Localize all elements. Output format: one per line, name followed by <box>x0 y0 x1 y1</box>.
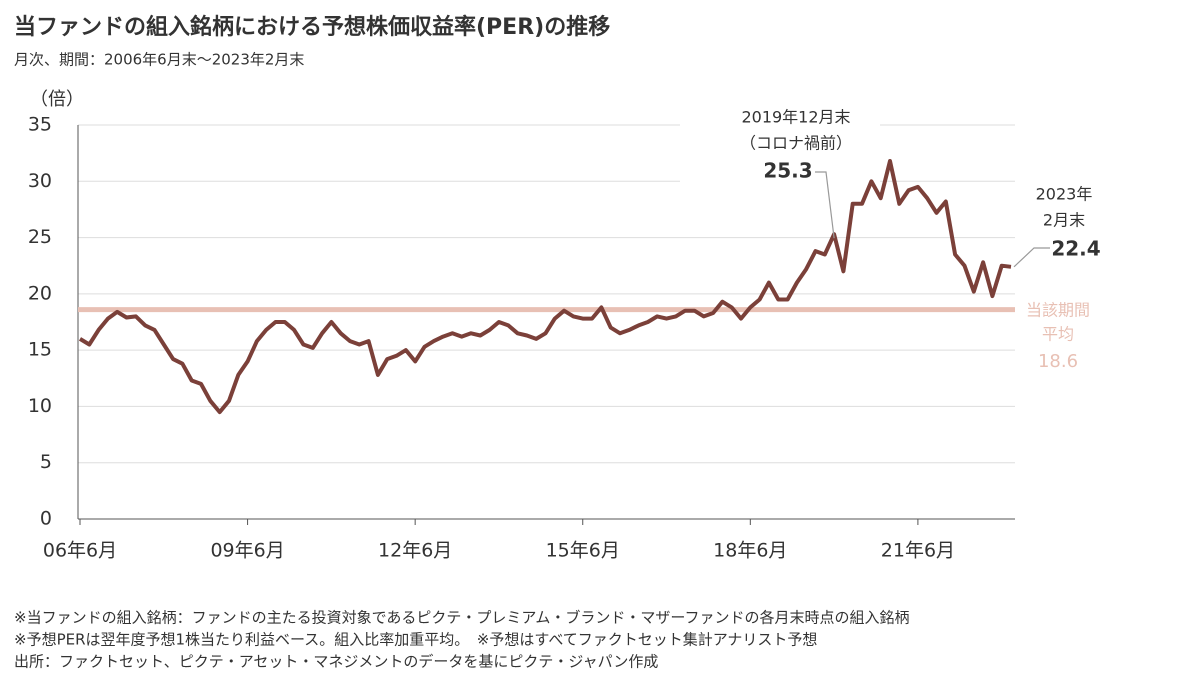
annotation-text: 2月末 <box>1043 211 1085 230</box>
average-value: 18.6 <box>1038 351 1078 372</box>
x-tick-label: 15年6月 <box>546 540 620 562</box>
y-tick-label: 35 <box>28 114 52 136</box>
y-tick-label: 25 <box>28 226 52 248</box>
chart-title: 当ファンドの組入銘柄における予想株価収益率(PER)の推移 <box>14 14 610 40</box>
chart-subtitle: 月次、期間：2006年6月末～2023年2月末 <box>14 51 304 69</box>
y-tick-label: 20 <box>28 282 52 304</box>
data-line <box>78 159 1012 415</box>
annotation-leader <box>1013 247 1050 268</box>
annotation-value: 25.3 <box>763 159 812 183</box>
x-tick-label: 18年6月 <box>713 540 787 562</box>
x-tick-label: 12年6月 <box>378 540 452 562</box>
y-tick-label: 10 <box>28 395 52 417</box>
x-tick-label: 06年6月 <box>43 540 117 562</box>
y-tick-label: 0 <box>40 508 52 530</box>
average-label: 平均 <box>1042 325 1074 344</box>
average-label: 当該期間 <box>1026 301 1090 320</box>
x-tick-label: 09年6月 <box>210 540 284 562</box>
footnote: 出所：ファクトセット、ピクテ・アセット・マネジメントのデータを基にピクテ・ジャパ… <box>14 653 658 671</box>
annotation-text: （コロナ禍前） <box>740 134 852 153</box>
annotation-text: 2023年 <box>1036 185 1093 204</box>
x-tick-label: 21年6月 <box>881 540 955 562</box>
annotation-text: 2019年12月末 <box>741 108 850 127</box>
annotation-leader <box>815 171 835 239</box>
annotation-value: 22.4 <box>1051 237 1100 261</box>
y-tick-label: 30 <box>28 170 52 192</box>
annotation-background <box>680 100 880 190</box>
y-tick-label: 5 <box>40 451 52 473</box>
y-tick-label: 15 <box>28 339 52 361</box>
footnote: ※当ファンドの組入銘柄：ファンドの主たる投資対象であるピクテ・プレミアム・ブラン… <box>14 609 909 627</box>
y-axis-label: （倍） <box>30 89 84 110</box>
footnote: ※予想PERは翌年度予想1株当たり利益ベース。組入比率加重平均。 ※予想はすべて… <box>14 631 817 649</box>
